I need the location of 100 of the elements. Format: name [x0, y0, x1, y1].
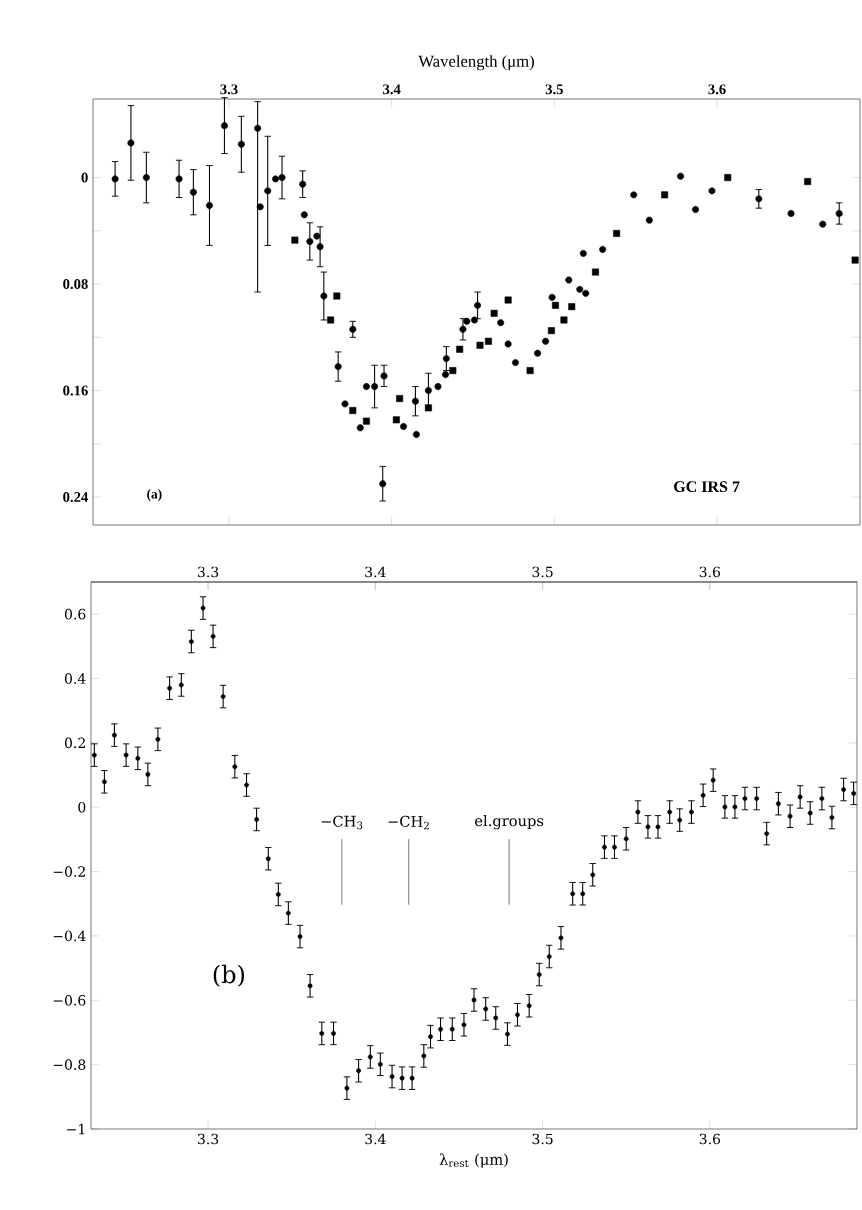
y-tick-label: 0.6	[64, 608, 86, 620]
point	[380, 372, 388, 380]
point	[379, 480, 387, 488]
point	[175, 175, 183, 183]
point	[272, 175, 279, 183]
point	[548, 293, 556, 301]
x-tick-label: 3.4	[383, 84, 401, 95]
x-tick-label: 3.6	[699, 1133, 721, 1145]
point	[787, 210, 795, 217]
point	[552, 301, 559, 309]
point	[127, 139, 135, 147]
point	[334, 363, 342, 371]
point	[327, 316, 335, 324]
point	[484, 337, 492, 345]
point	[463, 317, 471, 325]
point	[560, 316, 568, 324]
x-axis-title: Wavelength (μm)	[418, 55, 534, 71]
point	[708, 187, 716, 195]
point	[442, 355, 450, 363]
point	[300, 211, 308, 219]
annotation: (a)	[147, 489, 162, 502]
point	[237, 140, 245, 148]
point	[264, 187, 272, 195]
point	[474, 301, 482, 309]
point	[299, 180, 307, 188]
point	[599, 245, 607, 253]
y-tick-label: 0	[78, 801, 86, 813]
point	[424, 387, 432, 395]
point	[371, 383, 379, 391]
y-tick-label: 0.4	[64, 673, 86, 684]
point	[497, 319, 505, 327]
point	[449, 367, 457, 375]
point	[565, 276, 573, 284]
point	[835, 210, 843, 217]
x2-tick-label: 3.4	[365, 566, 386, 578]
point	[592, 268, 599, 276]
x-tick-label: 3.5	[532, 1133, 553, 1145]
y-tick-label: 0.24	[63, 492, 88, 503]
point	[511, 359, 519, 367]
point	[412, 431, 420, 438]
x-tick-label: 3.5	[545, 84, 563, 95]
x2-tick-label: 3.5	[532, 566, 553, 578]
point	[349, 407, 357, 414]
y-tick-label: 0	[81, 172, 88, 183]
point	[362, 383, 370, 391]
point	[456, 345, 464, 353]
point	[349, 325, 357, 333]
x-tick-label: 3.3	[220, 84, 238, 95]
ref-line-label: el.groups	[475, 814, 544, 830]
x-axis-title: λ$_{rest}$ (μm)	[439, 1153, 508, 1168]
point	[819, 220, 827, 228]
point	[362, 417, 370, 425]
point	[396, 395, 404, 402]
point	[320, 292, 328, 300]
point	[568, 303, 576, 311]
point	[630, 191, 638, 199]
point	[504, 296, 512, 304]
point	[411, 397, 419, 405]
point	[341, 400, 349, 408]
point	[278, 174, 286, 182]
y-tick-label: 0.2	[64, 737, 85, 749]
y-tick-label: −1	[67, 1123, 85, 1135]
x-tick-label: 3.4	[365, 1133, 386, 1145]
x-tick-label: 3.6	[708, 84, 726, 95]
point	[504, 340, 512, 348]
y-tick-label: −0.4	[53, 930, 86, 942]
point	[471, 316, 478, 324]
y-tick-label: 0.08	[63, 279, 88, 290]
point	[579, 249, 587, 257]
point	[582, 289, 590, 297]
point	[356, 424, 364, 432]
point	[316, 243, 324, 251]
ref-line-label: −CH$_{2}$	[388, 815, 429, 830]
point	[526, 367, 534, 375]
point	[490, 309, 498, 317]
point	[677, 172, 685, 180]
point	[206, 202, 213, 209]
point	[434, 383, 442, 391]
point	[534, 349, 542, 357]
y-tick-label: −0.2	[53, 866, 85, 877]
point	[306, 237, 314, 245]
ref-line-label: −CH$_{3}$	[321, 815, 363, 830]
y-tick-label: 0.16	[63, 385, 88, 396]
point	[220, 122, 228, 130]
x-tick-label: 3.3	[198, 1133, 219, 1145]
x2-tick-label: 3.3	[198, 566, 219, 578]
point	[692, 206, 700, 213]
point	[392, 416, 400, 424]
point	[755, 195, 763, 203]
point	[254, 124, 262, 132]
point	[313, 232, 321, 240]
x2-tick-label: 3.6	[699, 566, 721, 578]
point	[661, 191, 669, 199]
point	[613, 229, 621, 237]
point	[851, 256, 859, 264]
point	[542, 337, 550, 345]
point	[291, 236, 299, 244]
point	[333, 292, 341, 300]
point	[547, 327, 555, 335]
point	[189, 188, 197, 196]
